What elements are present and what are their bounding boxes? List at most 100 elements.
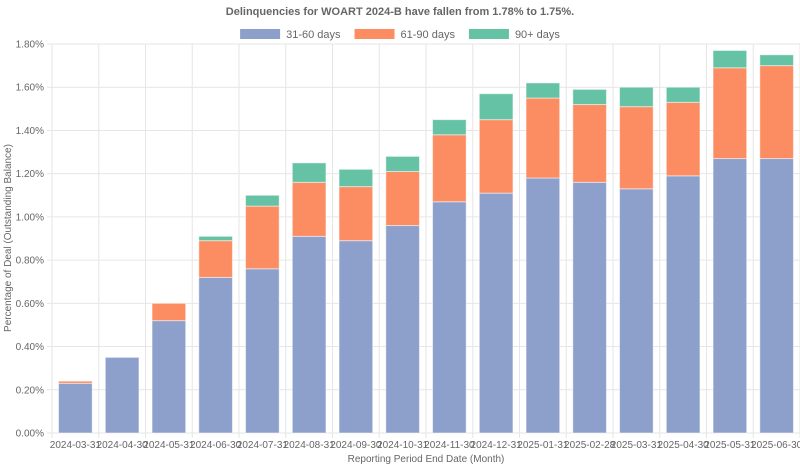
bar-segment-90-days[interactable] — [338, 168, 374, 188]
bar-segment-61-90-days[interactable] — [712, 67, 748, 160]
legend-item[interactable]: 90+ days — [468, 29, 560, 41]
bar-segment-31-60-days[interactable] — [385, 225, 420, 434]
y-axis-label: Percentage of Deal (Outstanding Balance) — [3, 144, 14, 332]
bar-segment-90-days[interactable] — [291, 162, 327, 183]
bar-segment-61-90-days[interactable] — [151, 302, 187, 322]
x-tick-label: 2024-03-31 — [50, 440, 102, 451]
x-axis-ticks: 2024-03-312024-04-302024-05-312024-06-30… — [50, 440, 800, 451]
bar-segment-61-90-days[interactable] — [291, 181, 327, 237]
y-tick-label: 0.40% — [16, 342, 44, 353]
y-tick-label: 1.40% — [16, 126, 44, 137]
bar-stack[interactable] — [478, 93, 514, 434]
bar-segment-31-60-days[interactable] — [432, 201, 467, 434]
bar-stack[interactable] — [432, 119, 467, 434]
bar-segment-90-days[interactable] — [478, 93, 514, 121]
gridlines — [47, 43, 800, 438]
bar-stack[interactable] — [104, 356, 140, 434]
bar-stack[interactable] — [712, 49, 748, 434]
bar-segment-61-90-days[interactable] — [478, 119, 514, 194]
bar-stack[interactable] — [572, 88, 607, 434]
y-tick-label: 1.00% — [16, 212, 44, 223]
bar-segment-90-days[interactable] — [712, 49, 748, 69]
bar-stack[interactable] — [665, 86, 701, 434]
bar-stack[interactable] — [759, 54, 794, 434]
bar-segment-31-60-days[interactable] — [665, 175, 701, 434]
legend-label: 31-60 days — [286, 29, 341, 41]
legend-label: 61-90 days — [401, 29, 456, 41]
x-tick-label: 2025-06-30 — [751, 440, 800, 451]
y-tick-label: 0.80% — [16, 256, 44, 267]
bar-segment-31-60-days[interactable] — [572, 181, 607, 434]
bar-stack[interactable] — [58, 380, 93, 434]
y-tick-label: 0.60% — [16, 299, 44, 310]
bar-segment-90-days[interactable] — [385, 155, 420, 173]
bar-segment-61-90-days[interactable] — [58, 380, 93, 384]
bar-segment-61-90-days[interactable] — [198, 240, 233, 278]
bar-stack[interactable] — [198, 235, 233, 434]
bar-segment-31-60-days[interactable] — [712, 158, 748, 434]
bar-segment-61-90-days[interactable] — [432, 134, 467, 203]
bar-segment-61-90-days[interactable] — [245, 205, 280, 270]
x-tick-label: 2024-09-30 — [330, 440, 382, 451]
bar-segment-61-90-days[interactable] — [525, 97, 561, 179]
bar-segment-90-days[interactable] — [619, 86, 654, 108]
bar-stack[interactable] — [291, 162, 327, 434]
legend-swatch — [354, 29, 395, 39]
bar-segment-31-60-days[interactable] — [104, 356, 140, 434]
bar-segment-61-90-days[interactable] — [619, 106, 654, 190]
legend-item[interactable]: 31-60 days — [240, 29, 341, 41]
x-tick-label: 2024-04-30 — [97, 440, 149, 451]
bar-segment-31-60-days[interactable] — [198, 276, 233, 434]
legend-swatch — [240, 29, 281, 39]
x-tick-label: 2025-04-30 — [658, 440, 710, 451]
bar-segment-61-90-days[interactable] — [572, 104, 607, 183]
bar-segment-31-60-days[interactable] — [759, 158, 794, 434]
x-tick-label: 2025-03-31 — [611, 440, 663, 451]
x-axis-label: Reporting Period End Date (Month) — [348, 454, 505, 465]
x-tick-label: 2025-05-31 — [704, 440, 756, 451]
legend: 31-60 days 61-90 days 90+ days — [240, 29, 560, 41]
bar-segment-31-60-days[interactable] — [291, 235, 327, 434]
bar-segment-90-days[interactable] — [759, 54, 794, 67]
bar-stack[interactable] — [525, 82, 561, 434]
bar-stack[interactable] — [245, 194, 280, 434]
x-tick-label: 2024-08-31 — [284, 440, 336, 451]
x-tick-label: 2024-05-31 — [143, 440, 195, 451]
y-tick-label: 1.80% — [16, 40, 44, 51]
bar-segment-90-days[interactable] — [198, 235, 233, 242]
bar-segment-61-90-days[interactable] — [665, 101, 701, 177]
bar-segment-31-60-days[interactable] — [619, 188, 654, 434]
legend-item[interactable]: 61-90 days — [354, 29, 456, 41]
x-tick-label: 2024-11-30 — [424, 440, 475, 451]
x-tick-label: 2024-06-30 — [190, 440, 242, 451]
bar-segment-31-60-days[interactable] — [478, 192, 514, 434]
y-tick-label: 1.20% — [16, 169, 44, 180]
y-tick-label: 0.20% — [16, 385, 44, 396]
bar-segment-31-60-days[interactable] — [58, 382, 93, 434]
y-axis-ticks: 0.00% 0.20% 0.40% 0.60% 0.80% 1.00% 1.20% 1.40%… — [16, 40, 44, 440]
chart-title: Delinquencies for WOART 2024-B have fall… — [226, 6, 574, 18]
bar-stack[interactable] — [151, 302, 187, 434]
bar-segment-31-60-days[interactable] — [338, 240, 374, 434]
bar-segment-90-days[interactable] — [525, 82, 561, 99]
bar-segment-31-60-days[interactable] — [151, 320, 187, 434]
x-tick-label: 2024-10-31 — [377, 440, 429, 451]
bars — [58, 49, 794, 434]
bar-segment-90-days[interactable] — [245, 194, 280, 207]
y-tick-label: 0.00% — [16, 429, 44, 440]
x-tick-label: 2025-02-28 — [564, 440, 616, 451]
bar-segment-31-60-days[interactable] — [245, 268, 280, 434]
legend-label: 90+ days — [515, 29, 560, 41]
bar-segment-61-90-days[interactable] — [759, 65, 794, 160]
bar-segment-90-days[interactable] — [432, 119, 467, 136]
bar-stack[interactable] — [619, 86, 654, 434]
bar-segment-90-days[interactable] — [665, 86, 701, 103]
bar-segment-90-days[interactable] — [572, 88, 607, 106]
bar-segment-61-90-days[interactable] — [338, 186, 374, 242]
bar-stack[interactable] — [338, 168, 374, 434]
x-tick-label: 2025-01-31 — [517, 440, 569, 451]
bar-stack[interactable] — [385, 155, 420, 434]
bar-segment-31-60-days[interactable] — [525, 177, 561, 434]
bar-segment-61-90-days[interactable] — [385, 171, 420, 227]
